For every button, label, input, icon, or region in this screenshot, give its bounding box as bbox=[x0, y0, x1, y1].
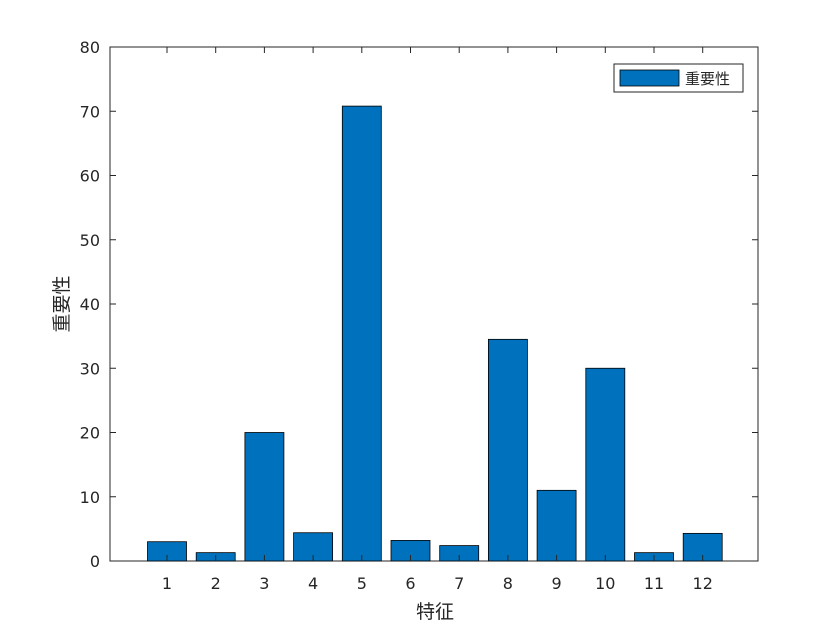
x-tick-label: 4 bbox=[308, 574, 318, 593]
y-tick-label: 0 bbox=[90, 552, 100, 571]
y-tick-label: 10 bbox=[80, 488, 100, 507]
x-tick-label: 5 bbox=[357, 574, 367, 593]
x-tick-label: 12 bbox=[693, 574, 713, 593]
x-axis: 1 2 3 4 5 6 7 8 9 10 11 12 bbox=[162, 47, 713, 593]
x-tick-label: 10 bbox=[595, 574, 615, 593]
y-tick-label: 60 bbox=[80, 167, 100, 186]
bar-10 bbox=[585, 367, 626, 562]
x-tick-label: 8 bbox=[503, 574, 513, 593]
y-axis-label: 重要性 bbox=[51, 275, 73, 332]
legend: 重要性 bbox=[613, 63, 744, 93]
x-axis-label: 特征 bbox=[416, 601, 454, 623]
y-tick-label: 70 bbox=[80, 102, 100, 121]
y-axis: 0 10 20 30 40 50 60 70 80 bbox=[80, 38, 758, 571]
y-tick-label: 50 bbox=[80, 231, 100, 250]
y-tick-label: 30 bbox=[80, 359, 100, 378]
bar-3 bbox=[244, 432, 285, 562]
x-tick-label: 3 bbox=[259, 574, 269, 593]
bar-9 bbox=[536, 489, 577, 562]
legend-swatch bbox=[619, 69, 680, 87]
y-tick-label: 80 bbox=[80, 38, 100, 57]
x-tick-label: 1 bbox=[162, 574, 172, 593]
bars-group bbox=[147, 105, 723, 562]
x-tick-label: 7 bbox=[454, 574, 464, 593]
x-tick-label: 2 bbox=[211, 574, 221, 593]
x-tick-label: 11 bbox=[644, 574, 664, 593]
x-tick-label: 9 bbox=[552, 574, 562, 593]
y-tick-label: 20 bbox=[80, 424, 100, 443]
y-tick-label: 40 bbox=[80, 295, 100, 314]
x-tick-label: 6 bbox=[405, 574, 415, 593]
bar-8 bbox=[487, 338, 528, 562]
bar-5 bbox=[341, 105, 382, 562]
plot-area bbox=[109, 46, 759, 562]
legend-label: 重要性 bbox=[685, 70, 730, 88]
plot-box bbox=[109, 46, 759, 562]
